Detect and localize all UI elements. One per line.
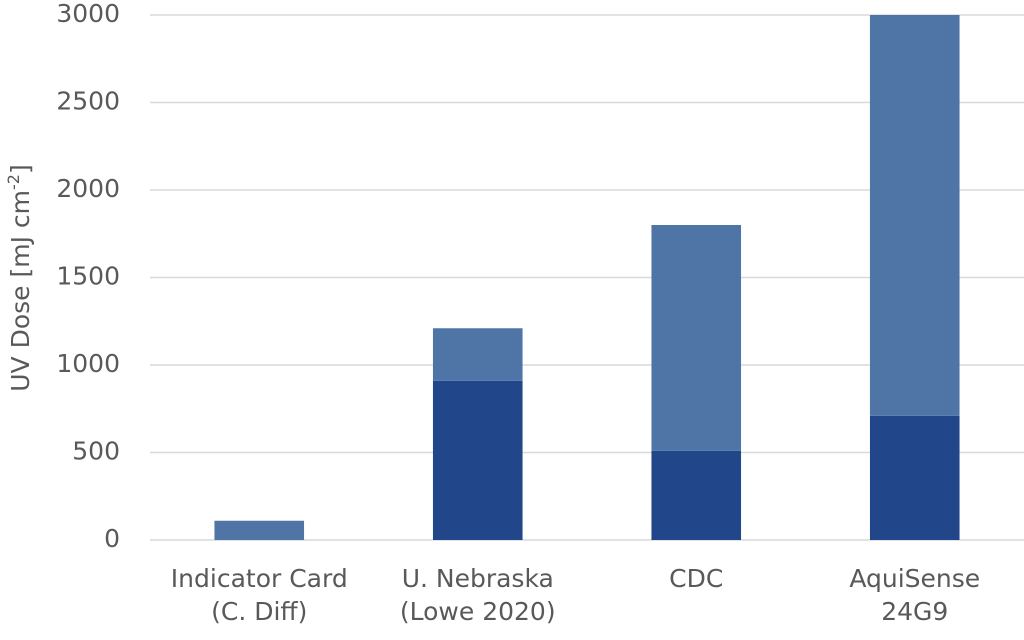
x-tick-label: U. Nebraska: [402, 564, 554, 593]
y-tick-label: 3000: [56, 0, 120, 28]
y-tick-label: 2500: [56, 87, 120, 116]
y-label-superscript: -2: [4, 174, 23, 190]
y-tick-label: 1000: [56, 349, 120, 378]
bar-segment: [651, 225, 742, 451]
x-tick-label: (C. Diff): [211, 597, 307, 626]
y-tick-label: 500: [72, 437, 120, 466]
bar-segment: [432, 380, 523, 540]
bar-segment: [869, 415, 960, 540]
bar-segment: [651, 450, 742, 540]
y-label-text: UV Dose [mJ cm: [6, 190, 35, 392]
x-tick-label: 24G9: [881, 597, 948, 626]
y-tick-label: 2000: [56, 174, 120, 203]
bar-segment: [214, 520, 305, 540]
y-tick-label: 0: [104, 524, 120, 553]
x-tick-label: (Lowe 2020): [400, 597, 556, 626]
y-label-suffix: ]: [6, 164, 35, 174]
x-tick-label: CDC: [669, 564, 723, 593]
x-tick-label: Indicator Card: [171, 564, 348, 593]
bar-segment: [869, 15, 960, 416]
x-tick-label: AquiSense: [849, 564, 980, 593]
y-axis-label: UV Dose [mJ cm-2]: [4, 164, 36, 392]
y-tick-label: 1500: [56, 262, 120, 291]
bar-segment: [432, 328, 523, 381]
